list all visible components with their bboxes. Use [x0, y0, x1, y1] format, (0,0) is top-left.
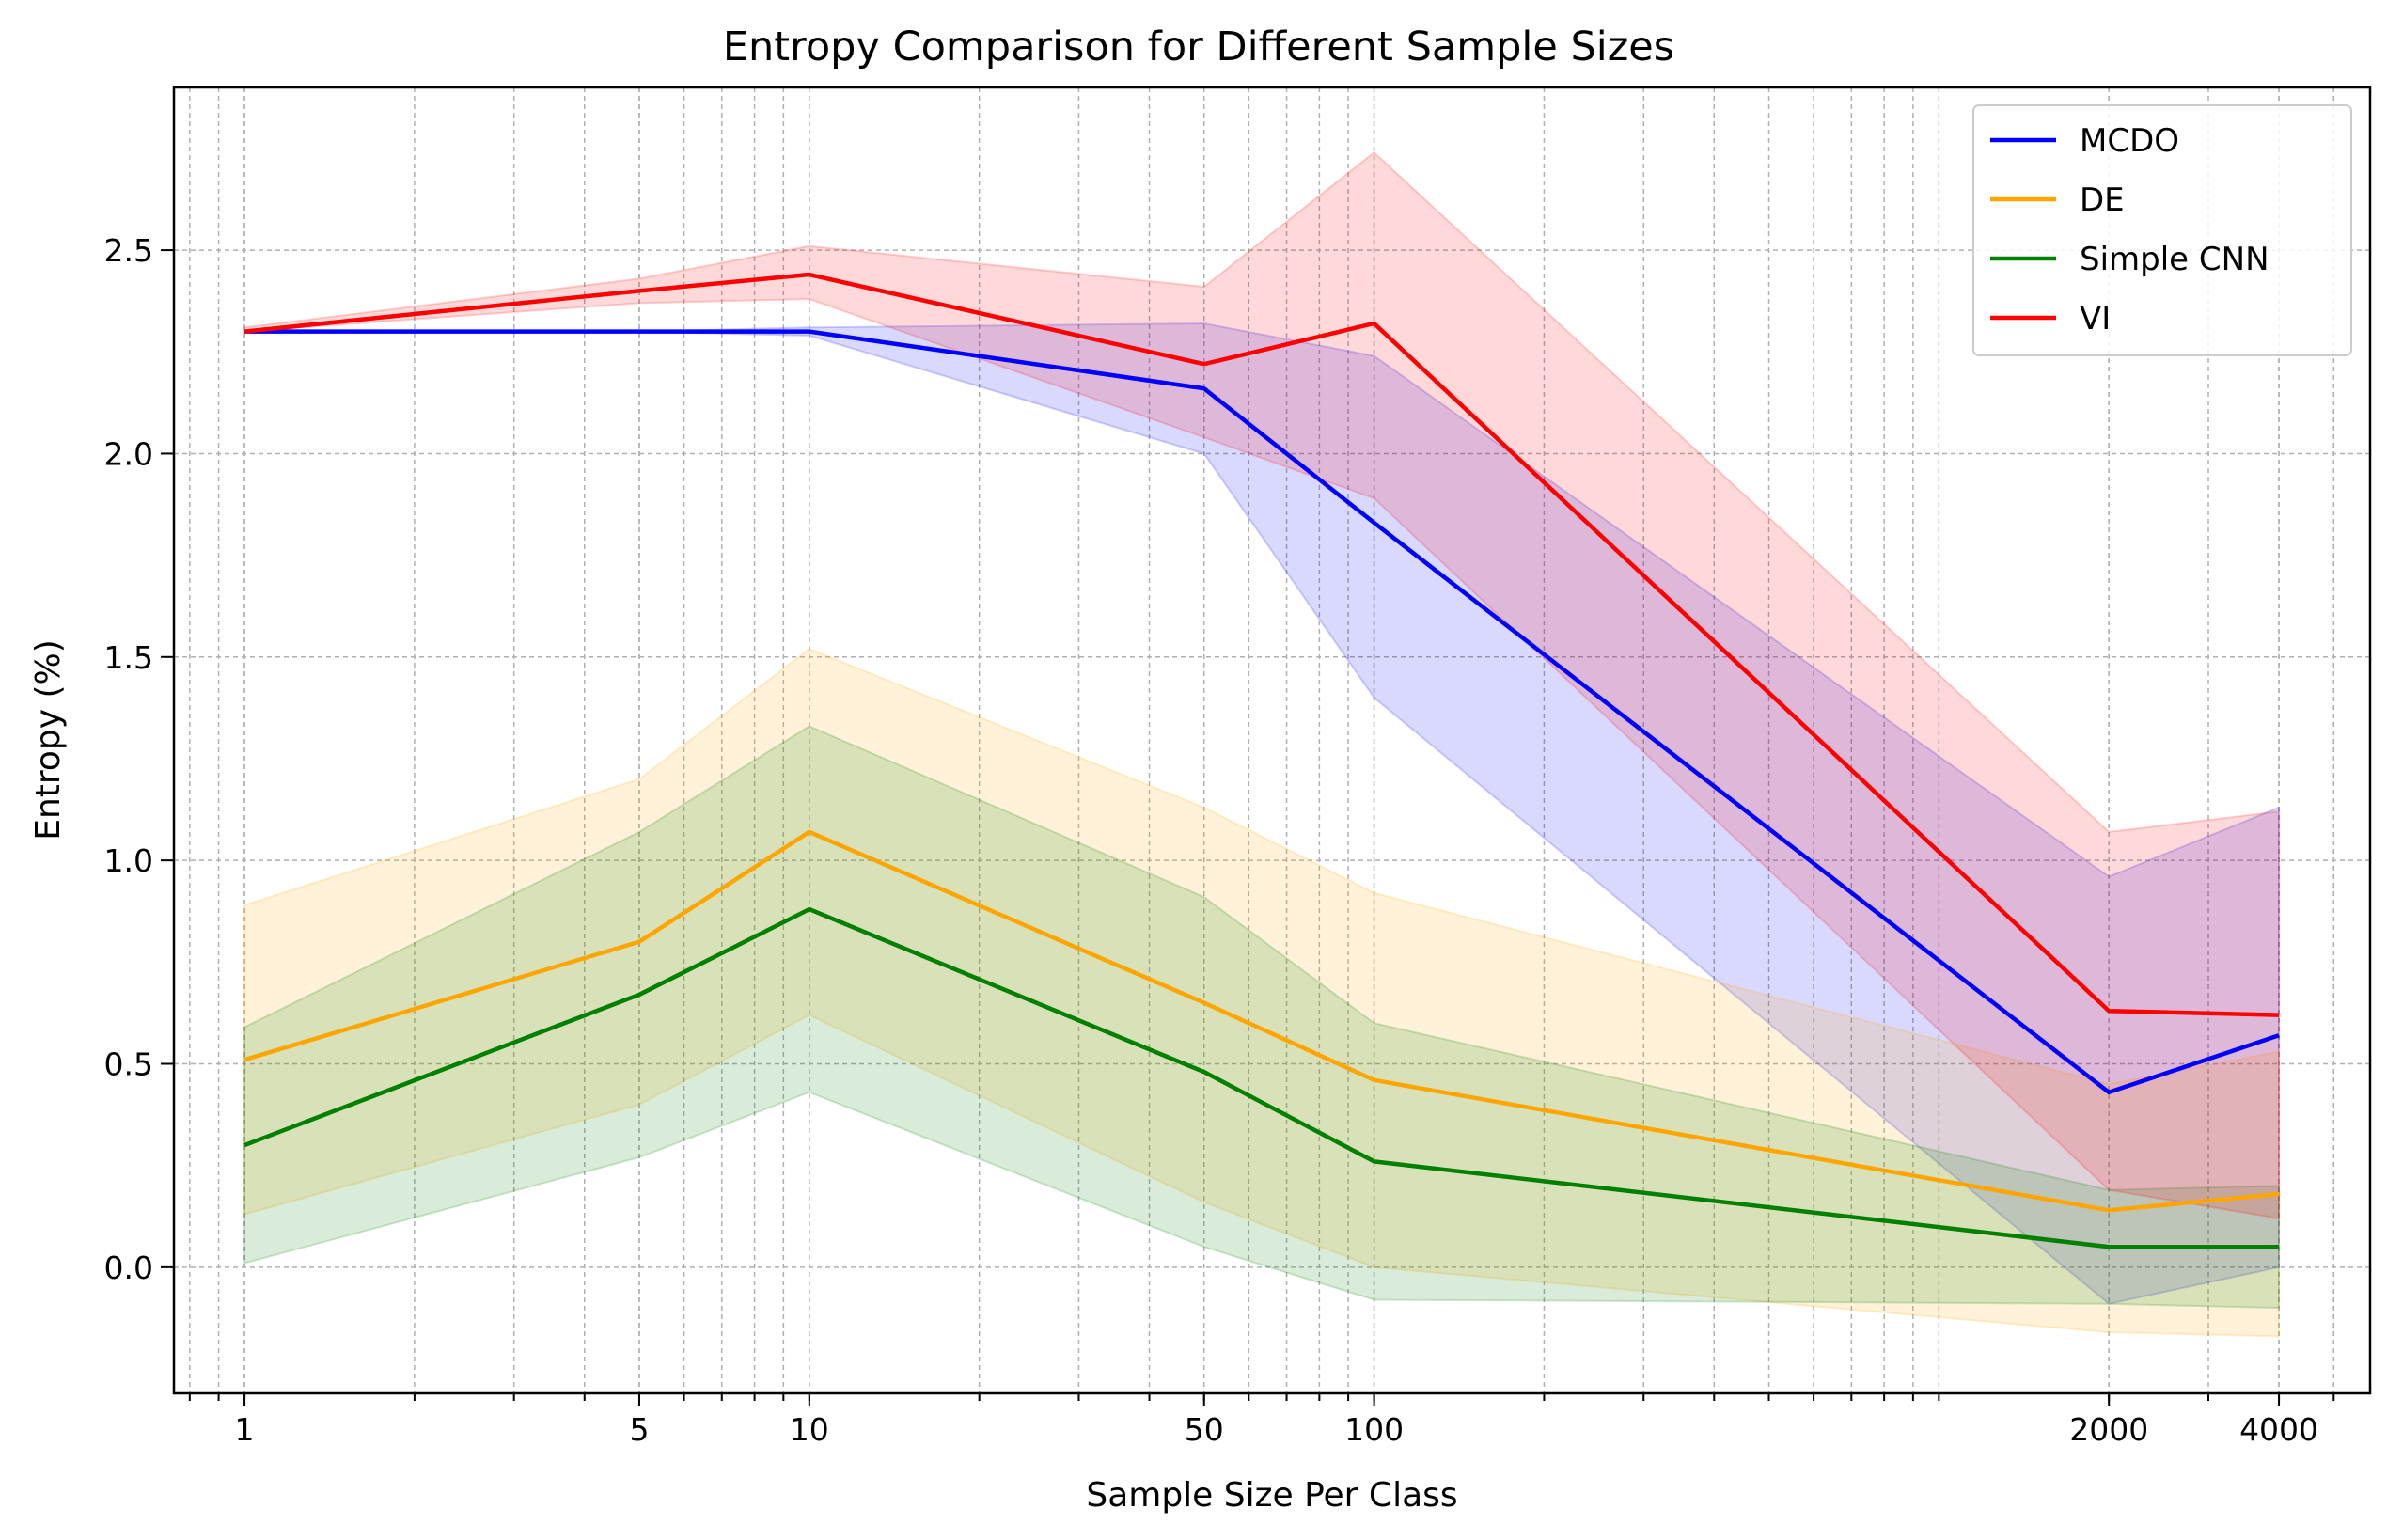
vi-point [1203, 364, 1204, 365]
de-line [243, 829, 2280, 1213]
de-band [243, 647, 2281, 1338]
simple-cnn-point [2279, 1247, 2280, 1248]
x-axis-label: Sample Size Per Class [1086, 1476, 1457, 1515]
y-tick-label: 2.5 [104, 232, 153, 269]
de-point [1203, 1002, 1204, 1003]
x-tick-label: 1 [235, 1411, 255, 1448]
x-tick-label: 50 [1185, 1411, 1224, 1448]
x-tick-label: 100 [1344, 1411, 1404, 1448]
legend-label-de: DE [2080, 181, 2125, 219]
mcdo-point [2279, 1035, 2280, 1036]
legend-label-mcdo: MCDO [2080, 122, 2179, 160]
simple-cnn-line [243, 906, 2280, 1249]
simple-cnn-point [2109, 1247, 2110, 1248]
legend-label-simple-cnn: Simple CNN [2080, 241, 2269, 278]
legend-box [1972, 104, 2352, 356]
x-tick-label: 4000 [2239, 1411, 2318, 1448]
de-point [244, 1060, 245, 1061]
x-tick-label: 10 [790, 1411, 829, 1448]
de-point [2109, 1210, 2110, 1211]
grid [174, 87, 2370, 1393]
vi-point [2279, 1014, 2280, 1015]
series-lines [243, 272, 2280, 1249]
mcdo-line [244, 329, 2280, 1095]
vi-line [243, 272, 2280, 1017]
simple-cnn-point [244, 1145, 245, 1146]
simple-cnn-band [243, 725, 2281, 1310]
simple-cnn-point [1203, 1072, 1204, 1073]
y-tick-label: 2.0 [104, 435, 153, 472]
vi-band [243, 150, 2281, 1220]
chart-title: Entropy Comparison for Different Sample … [723, 24, 1674, 71]
mcdo-point [1203, 388, 1204, 389]
plot-frame [172, 86, 2372, 1395]
de-point [2279, 1193, 2280, 1194]
simple-cnn-point [638, 994, 639, 995]
y-tick-label: 0.0 [104, 1249, 153, 1286]
x-tick-label: 5 [629, 1411, 649, 1448]
vi-point [2109, 1011, 2110, 1012]
mcdo-point [638, 331, 639, 332]
y-tick-label: 0.5 [104, 1046, 153, 1083]
y-axis-label: Entropy (%) [29, 639, 68, 841]
de-point [638, 941, 639, 942]
axis-ticks: 1 5 10 50 100 2000 4000 0.0 0.5 1.0 1.5 2.0 2.5 [104, 232, 2335, 1448]
legend-label-vi: VI [2080, 300, 2111, 338]
legend: MCDO DE Simple CNN VI [1972, 104, 2352, 356]
y-tick-label: 1.5 [104, 639, 153, 676]
x-tick-label: 2000 [2069, 1411, 2148, 1448]
vi-point [244, 331, 245, 332]
y-tick-label: 1.0 [104, 842, 153, 879]
